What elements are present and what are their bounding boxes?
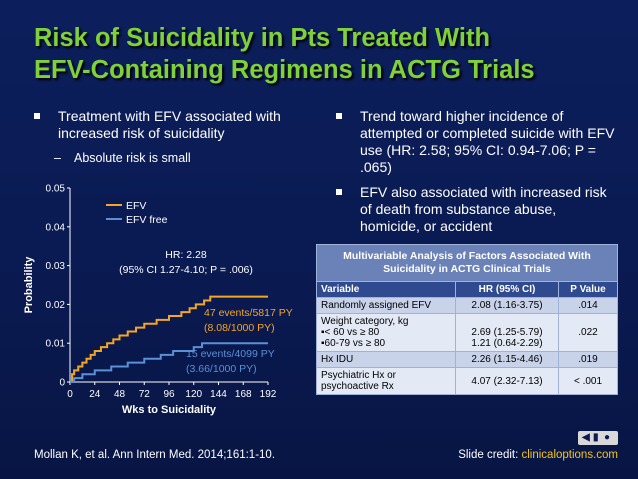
cell-variable: Weight category, kg ▪< 60 vs ≥ 80 ▪60-79… (316, 313, 456, 352)
bullet-text: Trend toward higher incidence of attempt… (360, 108, 615, 175)
col-header-p: P Value (558, 281, 618, 298)
x-axis-label: Wks to Suicidality (122, 404, 217, 416)
cell-variable-line: Psychiatric Hx or (321, 370, 397, 381)
sub-bullet-text: Absolute risk is small (74, 151, 191, 165)
cell-variable-title: Weight category, kg (321, 316, 409, 327)
x-tick-label: 168 (235, 389, 252, 400)
bullet-text: Treatment with EFV associated with incre… (58, 108, 281, 141)
slide-credit: Slide credit: clinicaloptions.com (458, 449, 618, 461)
table-row: Hx IDU 2.26 (1.15-4.46) .019 (316, 351, 618, 368)
cell-p: < .001 (558, 367, 618, 395)
cell-variable-sub: ▪60-79 vs ≥ 80 (321, 338, 386, 349)
y-tick-label: 0.04 (46, 222, 66, 233)
x-tick-label: 192 (260, 389, 277, 400)
cell-hr: 2.69 (1.25-5.79) 1.21 (0.64-2.29) (455, 313, 559, 352)
table-caption: Multivariable Analysis of Factors Associ… (316, 244, 618, 282)
title-line-1: Risk of Suicidality in Pts Treated With (34, 24, 491, 52)
cell-hr-1: 2.69 (1.25-5.79) (471, 327, 543, 338)
slide-nav[interactable]: ◀ ▮ ● (578, 431, 618, 445)
sub-bullet: – Absolute risk is small (34, 150, 304, 167)
bullet-item: EFV also associated with increased risk … (336, 184, 618, 235)
cell-p: .019 (558, 351, 618, 368)
legend-label: EFV free (126, 214, 168, 226)
y-tick-label: 0.05 (46, 184, 66, 195)
cell-variable: Hx IDU (316, 351, 456, 368)
bullet-item: Treatment with EFV associated with incre… (34, 108, 304, 142)
table-row: Psychiatric Hx or psychoactive Rx 4.07 (… (316, 367, 618, 395)
col-header-variable: Variable (316, 281, 456, 298)
km-chart: 0 0.01 0.02 0.03 0.04 0.05 0 24 48 72 96 120 144 168 1… (23, 184, 293, 417)
x-tick-label: 120 (185, 389, 202, 400)
efv-events-label-line2: (8.08/1000 PY) (204, 322, 275, 334)
cell-variable: Psychiatric Hx or psychoactive Rx (316, 367, 456, 395)
next-icon[interactable]: ● (604, 432, 611, 443)
prev-icon[interactable]: ◀ (582, 432, 590, 443)
efv-events-label-line1: 47 events/5817 PY (204, 307, 293, 319)
cell-variable-sub: ▪< 60 vs ≥ 80 (321, 327, 380, 338)
analysis-table: Multivariable Analysis of Factors Associ… (316, 244, 618, 395)
legend-label: EFV (126, 200, 146, 212)
right-bullets: Trend toward higher incidence of attempt… (336, 108, 618, 243)
bullet-item: Trend toward higher incidence of attempt… (336, 108, 618, 176)
cell-hr: 2.26 (1.15-4.46) (455, 351, 559, 368)
x-tick-label: 96 (163, 389, 175, 400)
x-tick-label: 24 (89, 389, 101, 400)
series-line-efv-free (70, 342, 268, 383)
y-tick-label: 0.02 (46, 300, 66, 311)
title-line-2: EFV-Containing Regimens in ACTG Trials (34, 56, 535, 84)
series-line-efv (70, 295, 268, 383)
credit-label: Slide credit: (458, 449, 522, 461)
col-header-hr: HR (95% CI) (455, 281, 559, 298)
cell-hr: 4.07 (2.32-7.13) (455, 367, 559, 395)
y-tick-label: 0 (59, 378, 65, 389)
x-tick-label: 72 (139, 389, 151, 400)
credit-link[interactable]: clinicaloptions.com (521, 449, 618, 461)
play-icon[interactable]: ▮ (593, 432, 599, 443)
efv-free-events-label-line2: (3.66/1000 PY) (186, 363, 257, 375)
cell-p: .022 (558, 313, 618, 352)
y-tick-label: 0.03 (46, 261, 66, 272)
table-header-row: Variable HR (95% CI) P Value (316, 281, 618, 298)
bullet-text: EFV also associated with increased risk … (360, 184, 607, 234)
hr-annotation-line1: HR: 2.28 (165, 249, 207, 261)
left-bullets: Treatment with EFV associated with incre… (34, 108, 304, 167)
bullet-square-icon (336, 113, 342, 119)
bullet-square-icon (336, 189, 342, 195)
x-tick-label: 144 (210, 389, 227, 400)
dash-icon: – (54, 151, 61, 165)
citation: Mollan K, et al. Ann Intern Med. 2014;16… (34, 449, 276, 461)
cell-p: .014 (558, 297, 618, 314)
y-axis-label: Probability (23, 256, 35, 314)
table-row: Randomly assigned EFV 2.08 (1.16-3.75) .… (316, 297, 618, 314)
x-tick-label: 48 (114, 389, 126, 400)
bullet-square-icon (34, 113, 40, 119)
cell-variable: Randomly assigned EFV (316, 297, 456, 314)
y-tick-label: 0.01 (46, 339, 66, 350)
x-tick-label: 0 (67, 389, 73, 400)
efv-free-events-label-line1: 15 events/4099 PY (186, 348, 275, 360)
table-row: Weight category, kg ▪< 60 vs ≥ 80 ▪60-79… (316, 313, 618, 352)
hr-annotation-line2: (95% CI 1.27-4.10; P = .006) (119, 264, 253, 276)
cell-hr: 2.08 (1.16-3.75) (455, 297, 559, 314)
cell-variable-line: psychoactive Rx (321, 381, 394, 392)
slide-title: Risk of Suicidality in Pts Treated With … (34, 22, 624, 86)
cell-hr-2: 1.21 (0.64-2.29) (471, 338, 543, 349)
